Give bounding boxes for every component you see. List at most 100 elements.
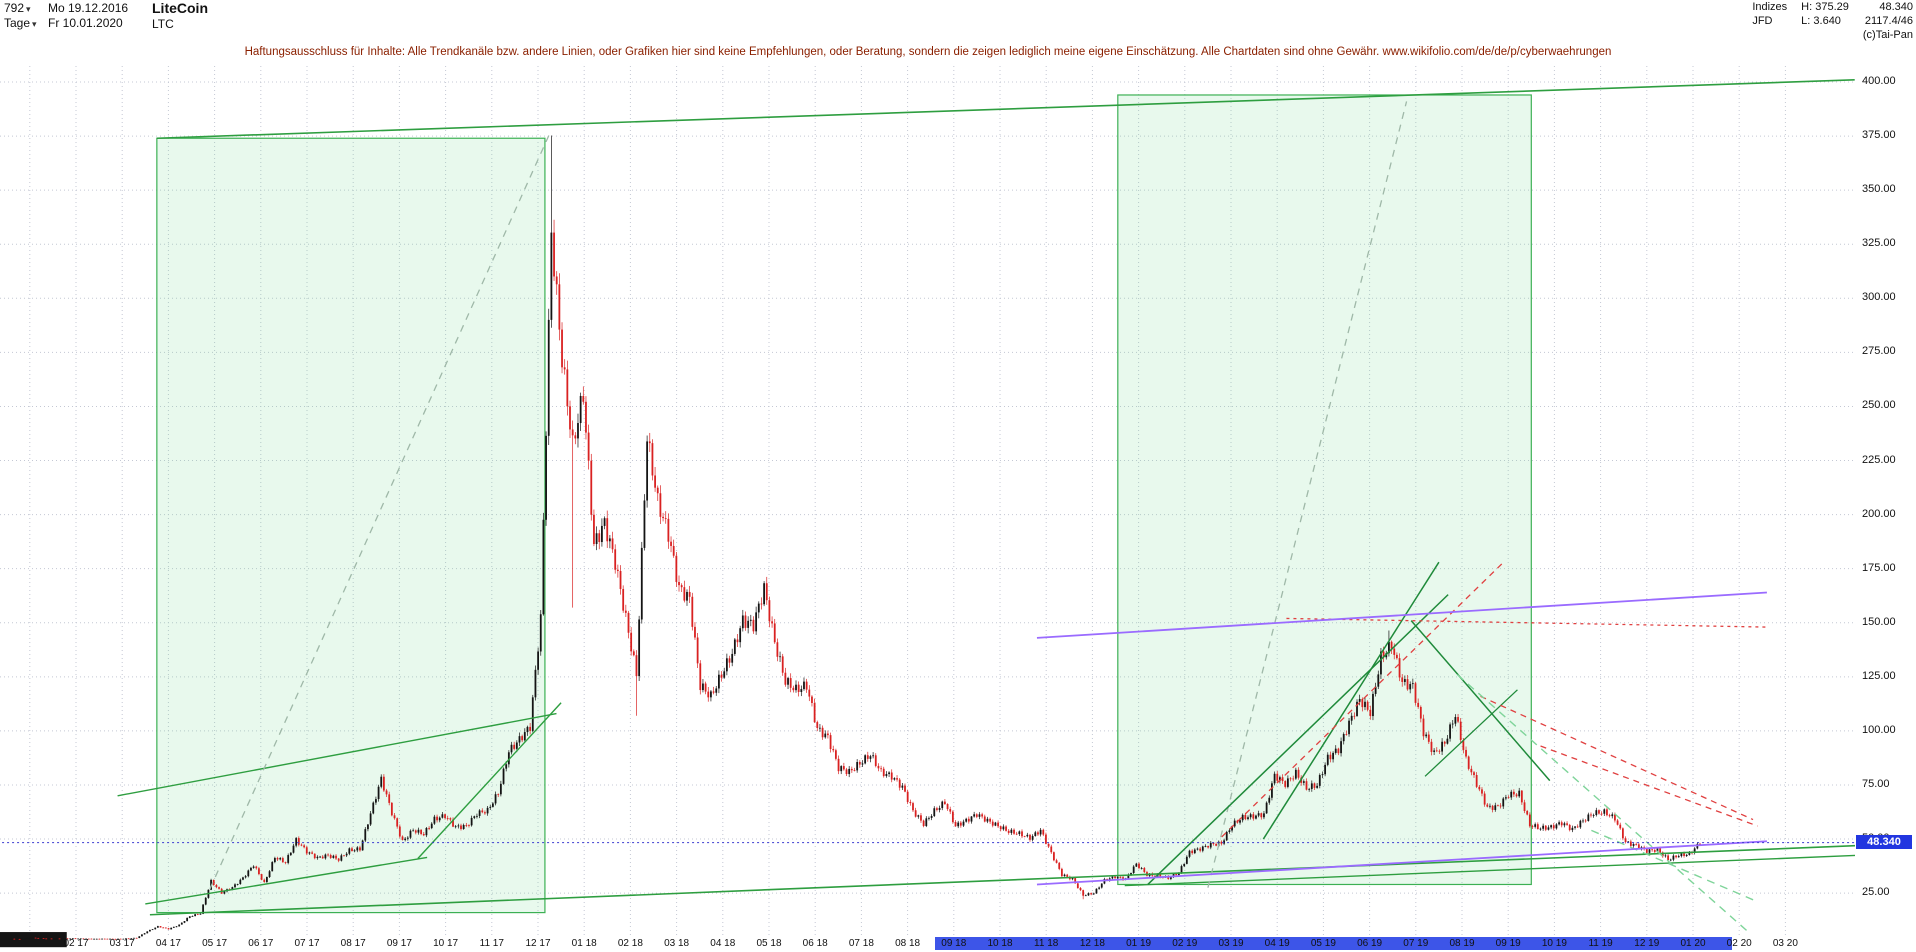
time-axis-label: 02 19 bbox=[1172, 938, 1198, 949]
time-axis-label: 11 18 bbox=[1034, 938, 1059, 949]
time-axis-label: 11 19 bbox=[1588, 938, 1613, 949]
time-axis-label: 07 19 bbox=[1403, 938, 1429, 949]
end-date: Fr 10.01.2020 bbox=[48, 16, 123, 30]
time-axis-label: 12 17 bbox=[525, 938, 551, 949]
time-axis-label: 01 18 bbox=[571, 938, 597, 949]
price-axis-label: 300.00 bbox=[1862, 291, 1896, 304]
price-axis-label: 375.00 bbox=[1862, 129, 1896, 142]
disclaimer-text: Haftungsausschluss für Inhalte: Alle Tre… bbox=[244, 46, 1612, 58]
ltgreen-falling-short bbox=[1591, 829, 1758, 903]
time-axis-label: 08 17 bbox=[340, 938, 366, 949]
box-2019-rally bbox=[1117, 94, 1532, 886]
chevron-down-icon: ▾ bbox=[26, 4, 31, 14]
channel-2017-upper bbox=[117, 712, 557, 797]
chart-header-right: Indizes H: 375.29 48.340 JFD L: 3.640 21… bbox=[1752, 1, 1913, 42]
price-axis-label: 175.00 bbox=[1862, 561, 1896, 574]
price-axis-label: 100.00 bbox=[1862, 723, 1896, 736]
resistance-red bbox=[1286, 617, 1767, 628]
diagonal-2019 bbox=[1207, 101, 1408, 888]
time-axis-label: 10 18 bbox=[987, 938, 1013, 949]
purple-upper bbox=[1036, 591, 1767, 639]
highlight-boxes bbox=[0, 94, 1532, 948]
diagonal-2017 bbox=[209, 133, 551, 890]
time-axis-label: 12 19 bbox=[1634, 938, 1660, 949]
time-axis-label: 02 18 bbox=[617, 938, 643, 949]
time-axis-label: 04 18 bbox=[710, 938, 736, 949]
price-axis-label: 350.00 bbox=[1862, 183, 1896, 196]
time-axis-label: 09 19 bbox=[1495, 938, 1521, 949]
time-axis-label: 02 20 bbox=[1726, 938, 1752, 949]
time-axis-label: 04 19 bbox=[1264, 938, 1290, 949]
time-axis-label: 06 19 bbox=[1357, 938, 1383, 949]
time-axis-label: 01 20 bbox=[1680, 938, 1706, 949]
time-axis-label: 05 17 bbox=[202, 938, 228, 949]
ltgreen-falling-long bbox=[1456, 674, 1749, 933]
price-axis-label: 400.00 bbox=[1862, 75, 1896, 87]
time-axis-label: 05 18 bbox=[756, 938, 782, 949]
high-value: H: 375.29 bbox=[1801, 1, 1849, 13]
index-group-label: Indizes bbox=[1752, 1, 1788, 13]
price-axis-label: 250.00 bbox=[1862, 399, 1896, 412]
downtrend-after-peak bbox=[1410, 620, 1551, 782]
time-axis-label: 08 18 bbox=[895, 938, 921, 949]
time-axis-label: 10 17 bbox=[433, 938, 459, 949]
price-axis-label: 75.00 bbox=[1862, 777, 1890, 790]
long-support bbox=[149, 844, 1855, 916]
time-axis-label: 07 17 bbox=[294, 938, 320, 949]
timeframe-dropdown[interactable]: Tage ▾ bbox=[4, 16, 37, 31]
trend-2017-early bbox=[145, 856, 428, 905]
bars-count-dropdown[interactable]: 792 ▾ bbox=[4, 1, 31, 16]
trend-2017-steep bbox=[417, 702, 562, 859]
price-axis-label: 325.00 bbox=[1862, 237, 1896, 250]
time-axis-label: 09 18 bbox=[941, 938, 967, 949]
box-2017-rally bbox=[156, 137, 546, 914]
time-axis-label: 08 19 bbox=[1449, 938, 1475, 949]
timeframe-value: Tage bbox=[4, 16, 31, 30]
time-axis-label: 02 17 bbox=[63, 938, 89, 949]
turnover-value: 2117.4/46 bbox=[1864, 15, 1913, 27]
baseline-bar bbox=[0, 932, 67, 948]
gridlines bbox=[0, 66, 1855, 935]
time-axis-label: 03 17 bbox=[109, 938, 135, 949]
time-axis-label: 03 20 bbox=[1772, 938, 1798, 949]
price-chart[interactable] bbox=[0, 36, 1855, 948]
time-axis-label: 07 18 bbox=[848, 938, 874, 949]
price-axis-label: 200.00 bbox=[1862, 507, 1896, 520]
price-axis-label: 150.00 bbox=[1862, 615, 1896, 628]
last-price-tag: 48.340 bbox=[1856, 834, 1912, 849]
price-axis-label: 25.00 bbox=[1862, 886, 1890, 899]
time-axis-label: 06 18 bbox=[802, 938, 828, 949]
trend-lines bbox=[2, 79, 1855, 933]
price-axis-label: 225.00 bbox=[1862, 453, 1896, 466]
support-2019 bbox=[1124, 854, 1855, 887]
start-date: Mo 19.12.2016 bbox=[48, 1, 129, 15]
upper-channel bbox=[156, 79, 1855, 140]
red-falling-1 bbox=[1480, 695, 1754, 821]
time-axis-label: 05 19 bbox=[1310, 938, 1336, 949]
provider-label: JFD bbox=[1752, 15, 1773, 27]
time-axis-label: 12 18 bbox=[1079, 938, 1105, 949]
time-axis-label: 01 19 bbox=[1126, 938, 1152, 949]
chevron-down-icon: ▾ bbox=[32, 19, 37, 29]
time-axis-label: 03 19 bbox=[1218, 938, 1244, 949]
copyright-label: (c)Tai-Pan bbox=[1862, 29, 1913, 41]
instrument-title: LiteCoin bbox=[152, 0, 208, 16]
time-axis-label: 11 17 bbox=[479, 938, 504, 949]
wedge-rise-sep bbox=[1424, 689, 1518, 777]
time-axis-label: 10 19 bbox=[1541, 938, 1567, 949]
time-axis-label: 04 17 bbox=[155, 938, 181, 949]
price-axis-label: 125.00 bbox=[1862, 669, 1896, 682]
red-falling-2 bbox=[1540, 745, 1758, 827]
uptrend-2019-long bbox=[1147, 594, 1449, 886]
time-axis-label: 06 17 bbox=[248, 938, 274, 949]
price-axis-label: 275.00 bbox=[1862, 345, 1896, 358]
bars-count-value: 792 bbox=[4, 1, 25, 15]
visible-range-scrollbar[interactable] bbox=[935, 937, 1733, 950]
uptrend-2019-steep bbox=[1262, 561, 1440, 840]
time-axis-label: 09 17 bbox=[386, 938, 412, 949]
instrument-symbol: LTC bbox=[152, 17, 174, 31]
time-axis: 02 17 03 17 04 17 05 17 06 17 07 17 08 17 09 17… bbox=[0, 936, 1916, 952]
last-price-value: 48.340 bbox=[1879, 1, 1913, 13]
candlesticks bbox=[10, 135, 1701, 940]
